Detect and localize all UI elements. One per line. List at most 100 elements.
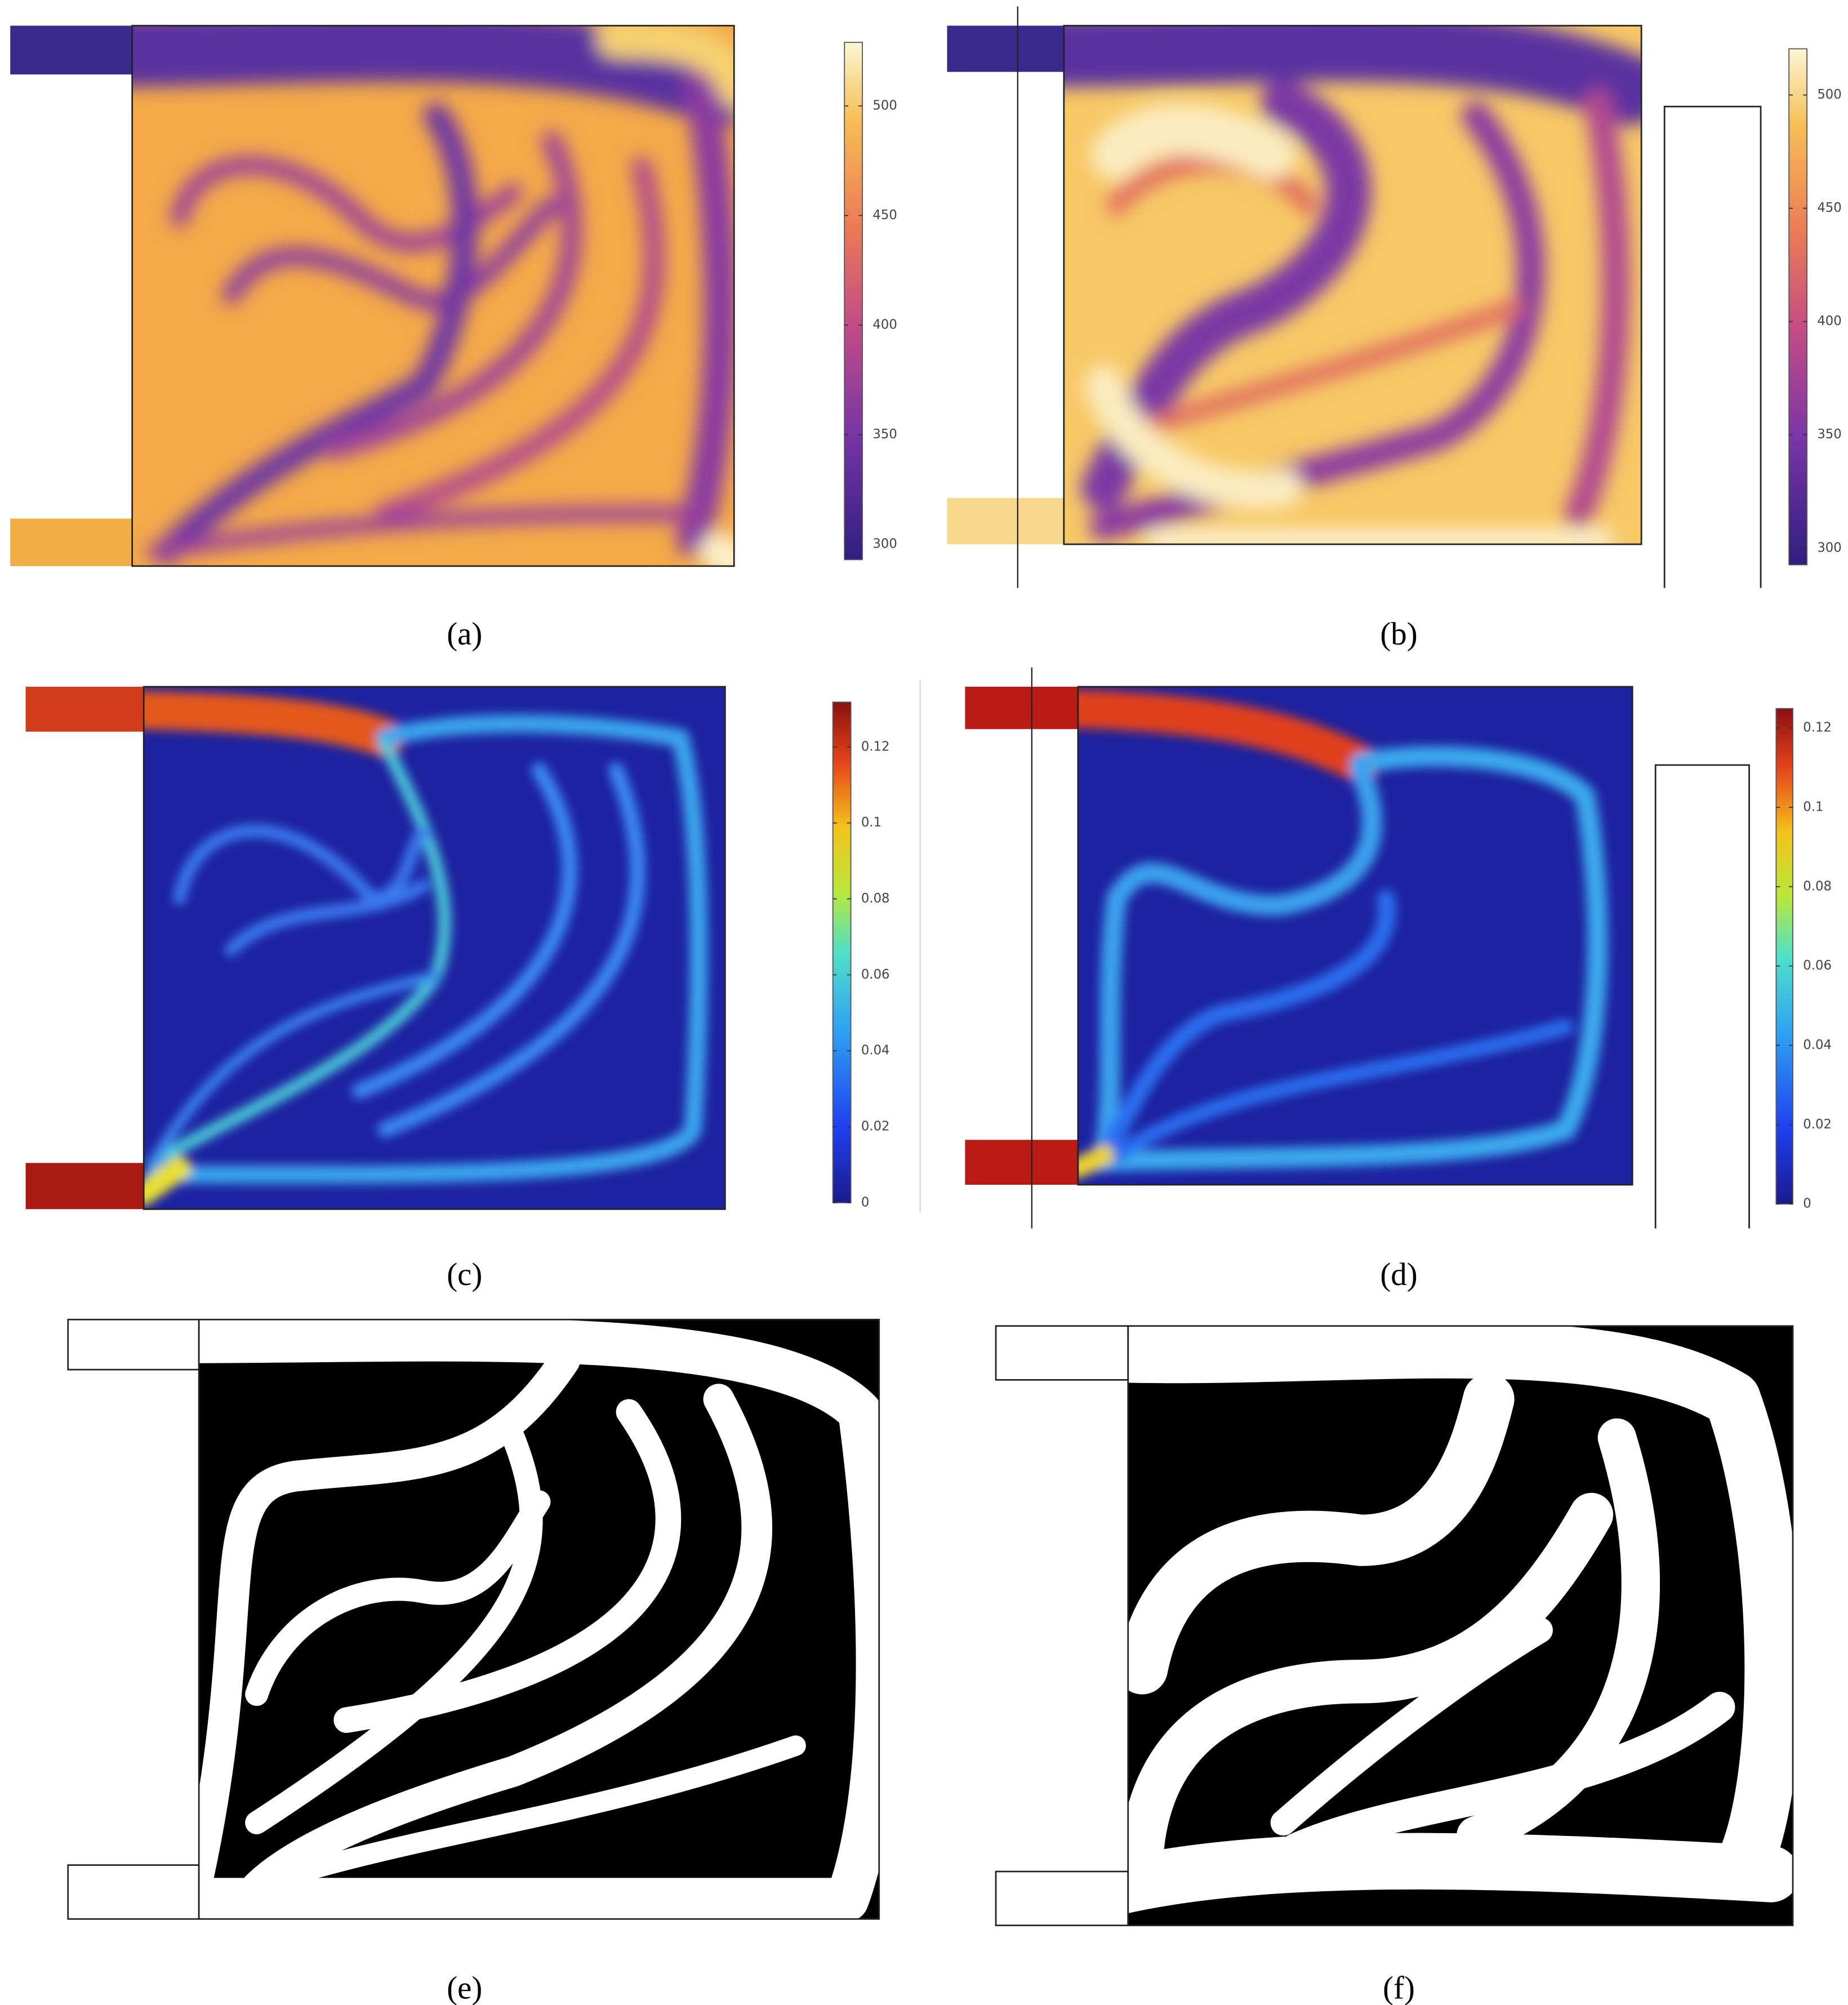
outlet (25, 1163, 144, 1210)
band (1106, 152, 1320, 216)
colorbar-tick-label: 0.1 (1803, 800, 1823, 815)
band (377, 762, 645, 1137)
panel-c-field (25, 680, 921, 1213)
bands (132, 25, 734, 566)
panel-d-field (965, 667, 1750, 1229)
colorbar-tick-label: 0.1 (861, 815, 881, 830)
band (1081, 80, 1371, 510)
panel-b-field (947, 6, 1762, 588)
colorbar-tick-label: 0.02 (1803, 1117, 1832, 1132)
band (1084, 366, 1303, 510)
colorbar-tick-label: 350 (872, 427, 897, 442)
channel (1088, 1833, 1800, 1915)
band (1564, 88, 1631, 528)
inlet (10, 25, 132, 75)
colorbar-tick-label: 500 (872, 99, 897, 113)
band (146, 505, 701, 560)
colorbar-tick-label: 300 (1817, 540, 1841, 555)
band (132, 25, 734, 126)
colorbar (832, 701, 852, 1203)
outlet (965, 1140, 1078, 1185)
channel (171, 1318, 900, 1922)
side-outline (1654, 764, 1750, 1229)
band (1077, 1145, 1114, 1179)
domain-outline (1063, 25, 1642, 545)
band (144, 1156, 192, 1206)
side-outline (1663, 105, 1762, 588)
band (173, 824, 430, 905)
band (144, 691, 404, 758)
channel (208, 1735, 806, 1910)
panel-e-topology (67, 1318, 900, 1922)
channels (171, 1318, 900, 1922)
band (351, 762, 578, 1099)
channel (1280, 1692, 1735, 1864)
channel (1457, 1418, 1660, 1855)
band (1094, 889, 1396, 1164)
channel (245, 1490, 551, 1706)
channels (1088, 1322, 1801, 1915)
channel (1270, 1617, 1553, 1836)
bands (144, 691, 708, 1206)
colorbar-tick-label: 0.04 (1803, 1038, 1832, 1052)
caption: (c) (447, 1257, 482, 1292)
caption: (a) (447, 616, 482, 652)
domain-outline (198, 1318, 880, 1920)
colorbar (1775, 708, 1793, 1205)
colorbar-tick-label: 0.12 (861, 739, 890, 754)
inlet (25, 686, 144, 732)
caption: (e) (447, 1971, 482, 2005)
colorbar-tick-label: 0.04 (861, 1043, 890, 1058)
channel (1120, 1492, 1614, 1870)
bands (1063, 25, 1642, 545)
channel (245, 1426, 543, 1834)
colorbar-tick-label: 0.06 (1803, 958, 1832, 973)
band (1063, 25, 1642, 126)
colorbar-tick-label: 0.08 (861, 891, 890, 906)
band (1146, 299, 1524, 433)
domain-outline (143, 686, 726, 1210)
channel (241, 1384, 773, 1902)
colorbar-tick-label: 300 (872, 537, 897, 552)
channel (183, 1345, 580, 1890)
band (323, 131, 582, 460)
panel-f-topology (995, 1322, 1801, 1927)
band (1093, 759, 1383, 1166)
band (149, 970, 442, 1167)
domain-outline (1127, 1325, 1794, 1927)
colorbar-tick-label: 450 (1817, 201, 1841, 215)
colorbar-tick-label: 450 (872, 208, 897, 223)
colorbar-tick-label: 0.06 (861, 967, 890, 982)
colorbar-tick-label: 500 (1817, 87, 1841, 102)
caption: (b) (1380, 616, 1417, 652)
colorbar-tick-label: 0.02 (861, 1119, 890, 1134)
channel (333, 1399, 682, 1733)
outlet (947, 498, 1064, 545)
band (154, 103, 478, 565)
band (145, 714, 708, 1184)
band (1080, 746, 1608, 1172)
colorbar-tick-label: 0.08 (1803, 879, 1832, 893)
inlet (947, 25, 1064, 72)
colorbar-tick-label: 0.12 (1803, 721, 1832, 735)
channel (1116, 1373, 1515, 1695)
domain-outline (1077, 686, 1633, 1186)
outlet (10, 518, 132, 566)
band (375, 156, 665, 524)
band (222, 196, 561, 310)
colorbar (844, 42, 863, 561)
band (1077, 690, 1380, 783)
colorbar-tick-label: 400 (1817, 314, 1841, 328)
band (596, 25, 734, 109)
colorbar (1788, 48, 1808, 566)
colorbar-tick-label: 400 (872, 318, 897, 332)
bands (1077, 690, 1608, 1179)
band (676, 60, 734, 556)
channel (1088, 1322, 1801, 1890)
inlet (965, 686, 1078, 730)
colorbar-tick-label: 0 (1803, 1197, 1811, 1211)
panel-a-field (10, 25, 735, 567)
caption: (f) (1383, 1971, 1415, 2005)
band (224, 879, 430, 957)
